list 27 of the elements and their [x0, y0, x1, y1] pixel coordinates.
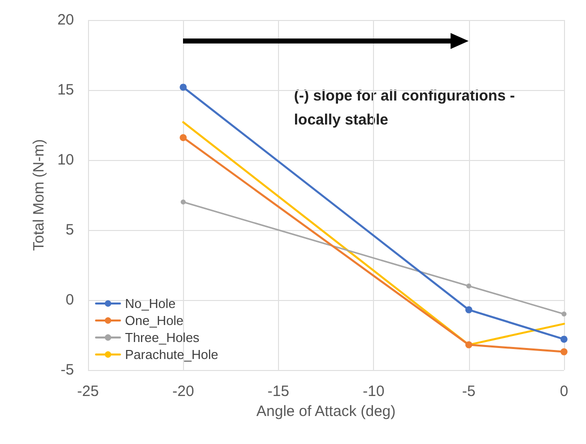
y-tick-label: 10	[57, 152, 74, 168]
y-tick-label: 0	[66, 292, 74, 308]
point	[180, 134, 187, 142]
y-tick-label: 20	[57, 12, 74, 28]
point	[465, 306, 472, 314]
point	[562, 312, 566, 316]
legend-label: Three_Holes	[125, 330, 200, 345]
y-axis-title: Total Mom (N-m)	[30, 139, 48, 251]
y-tick-label: 15	[57, 82, 74, 98]
y-tick-label: 5	[66, 222, 74, 238]
point	[180, 84, 187, 91]
x-tick-label: 0	[560, 383, 568, 400]
x-axis-title: Angle of Attack (deg)	[256, 403, 396, 420]
x-tick-label: -15	[268, 383, 290, 400]
x-tick-label: -20	[172, 383, 194, 400]
legend-label: One_Hole	[125, 313, 184, 328]
point	[465, 341, 472, 348]
point	[180, 200, 186, 204]
x-tick-label: -25	[77, 383, 99, 400]
legend-label: Parachute_Hole	[125, 347, 218, 362]
x-tick-label: -10	[362, 383, 384, 400]
point	[560, 348, 568, 356]
point	[560, 336, 568, 343]
x-tick-label: -5	[462, 383, 476, 400]
y-tick-label: -5	[60, 362, 74, 378]
point	[466, 284, 472, 288]
legend-label: No_Hole	[125, 296, 176, 311]
